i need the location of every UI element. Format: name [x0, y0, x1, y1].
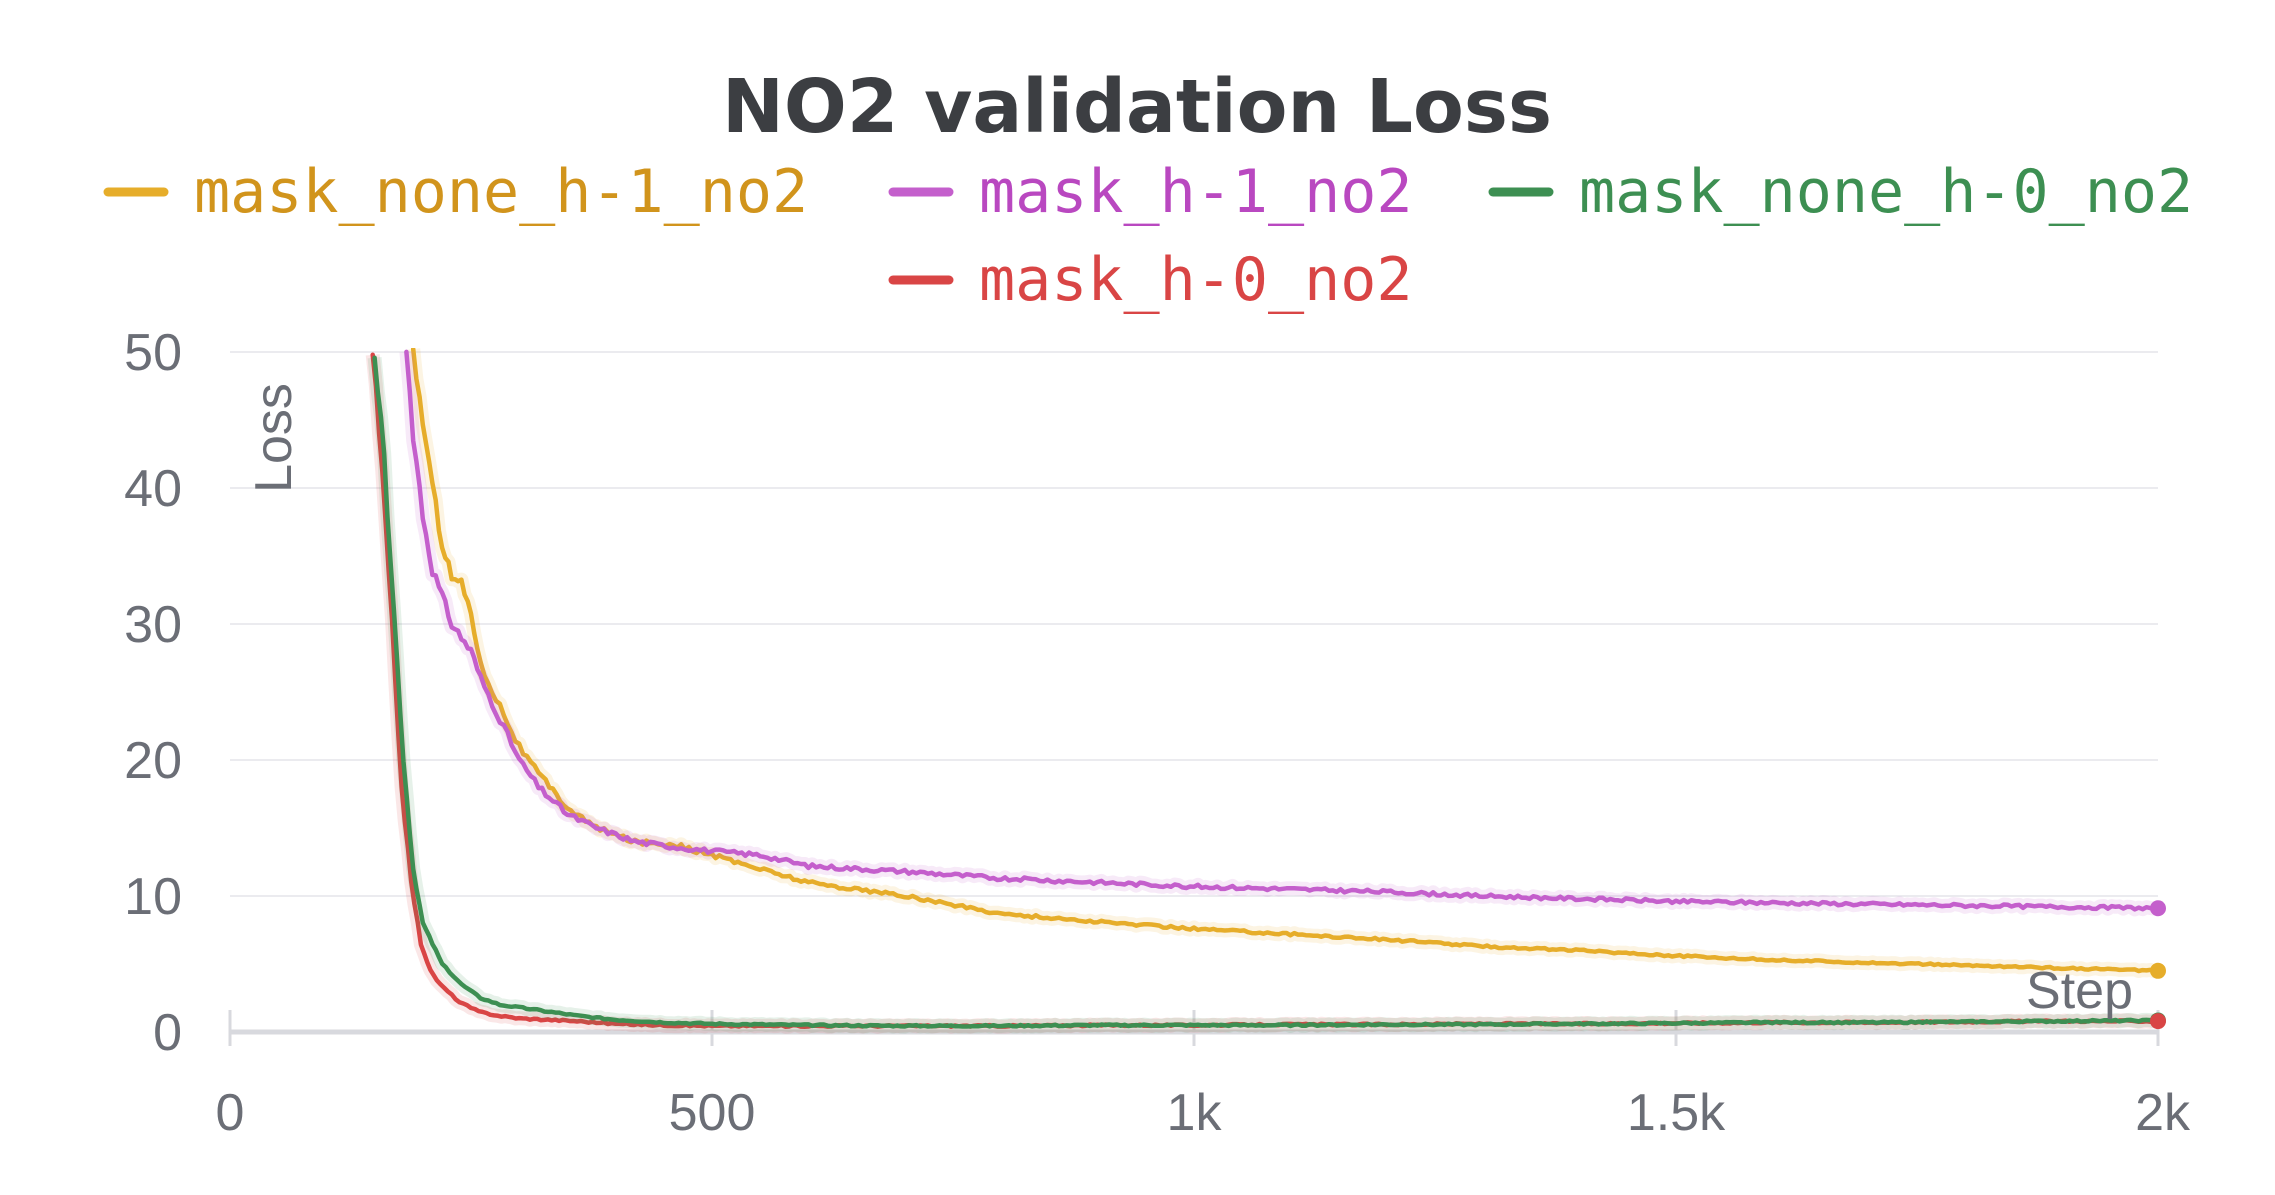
series-band-mask_none_h-1_no2	[406, 348, 2162, 979]
y-tick-label: 10	[124, 868, 182, 926]
legend-item-mask_none_h-1_no2[interactable]: mask_none_h-1_no2	[103, 157, 808, 227]
series-band-mask_h-1_no2	[399, 351, 2162, 917]
series-line-mask_h-1_no2	[404, 349, 2161, 912]
series-line-mask_none_h-0_no2	[372, 355, 2161, 1029]
legend-label: mask_h-0_no2	[979, 245, 1412, 315]
y-tick-label: 0	[153, 1004, 182, 1062]
x-tick-label: 0	[216, 1084, 245, 1142]
y-tick-label: 50	[124, 324, 182, 382]
plot-area	[365, 348, 2162, 1034]
legend-item-mask_h-0_no2[interactable]: mask_h-0_no2	[888, 245, 1412, 315]
y-tick-label: 20	[124, 732, 182, 790]
x-tick-label: 1.5k	[1627, 1084, 1726, 1142]
x-tick-label: 500	[669, 1084, 756, 1142]
y-tick-label: 30	[124, 596, 182, 654]
x-tick-label: 1k	[1167, 1084, 1223, 1142]
legend-item-mask_none_h-0_no2[interactable]: mask_none_h-0_no2	[1488, 157, 2193, 227]
legend-label: mask_none_h-1_no2	[194, 157, 808, 227]
legend-label: mask_h-1_no2	[979, 157, 1412, 227]
legend-item-mask_h-1_no2[interactable]: mask_h-1_no2	[888, 157, 1412, 227]
y-tick-label: 40	[124, 460, 182, 518]
legend-label: mask_none_h-0_no2	[1579, 157, 2193, 227]
chart-title: NO2 validation Loss	[722, 64, 1552, 150]
y-axis-label: Loss	[245, 383, 303, 493]
series-line-mask_none_h-1_no2	[410, 348, 2161, 974]
series-end-marker-mask_none_h-1_no2	[2150, 962, 2166, 979]
series-end-marker-mask_h-1_no2	[2150, 900, 2166, 917]
legend: mask_none_h-1_no2 mask_h-1_no2 mask_none_h…	[103, 157, 2193, 315]
x-axis-label: Step	[2026, 962, 2133, 1020]
series-end-marker-mask_h-0_no2	[2150, 1013, 2166, 1030]
grid	[230, 351, 2158, 897]
x-tick-label: 2k	[2135, 1084, 2191, 1142]
